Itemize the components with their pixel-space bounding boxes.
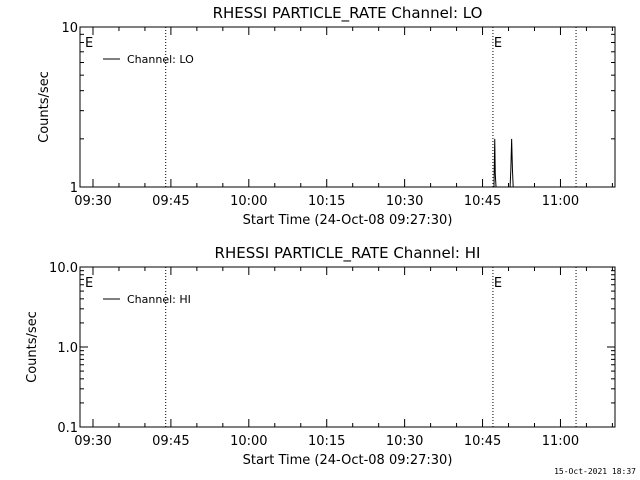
chart-title: RHESSI PARTICLE_RATE Channel: LO [213,4,483,23]
x-tick-label: 10:00 [230,434,267,449]
x-tick-label: 11:00 [542,434,579,449]
chart-panel-2: RHESSI PARTICLE_RATE Channel: HI 09:30 09:… [25,244,616,468]
legend-label: Channel: LO [127,53,194,66]
x-axis-label: Start Time (24-Oct-08 09:27:30) [243,213,453,228]
x-tick-label: 09:30 [74,194,111,209]
plot-frame [79,266,616,428]
chart-panel-1: RHESSI PARTICLE_RATE Channel: LO 09:30 09:… [37,4,616,228]
x-tick-label: 11:00 [542,194,579,209]
plot-frame [79,26,616,188]
x-tick-label: 09:30 [74,434,111,449]
y-tick-label: 10.0 [49,261,78,276]
generated-timestamp: 15-Oct-2021 18:37 [554,467,636,476]
event-marker-label: E [85,276,93,291]
x-tick-label: 09:45 [152,434,189,449]
y-axis-label: Counts/sec [25,311,40,383]
x-tick-label: 10:15 [308,434,345,449]
x-tick-label: 10:00 [230,194,267,209]
legend-label: Channel: HI [127,293,191,306]
event-marker-label: E [494,276,502,291]
y-axis-label: Counts/sec [37,71,52,143]
y-tick-label: 1 [70,181,78,196]
chart-title: RHESSI PARTICLE_RATE Channel: HI [215,244,481,263]
x-axis-label: Start Time (24-Oct-08 09:27:30) [243,453,453,468]
x-tick-label: 10:45 [464,194,501,209]
x-tick-label: 10:45 [464,434,501,449]
x-tick-label: 10:30 [386,194,423,209]
event-marker-label: E [494,36,502,51]
event-marker-label: E [85,36,93,51]
x-tick-label: 09:45 [152,194,189,209]
y-tick-label: 0.1 [57,421,78,436]
y-tick-label: 10 [61,21,78,36]
x-tick-label: 10:30 [386,434,423,449]
y-tick-label: 1.0 [57,341,78,356]
x-tick-label: 10:15 [308,194,345,209]
series-line [493,138,514,188]
